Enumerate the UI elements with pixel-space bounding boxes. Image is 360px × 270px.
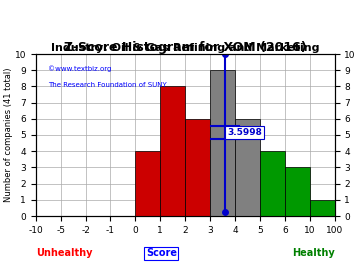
Text: Healthy: Healthy	[292, 248, 334, 258]
Title: Z-Score Histogram for XOM (2016): Z-Score Histogram for XOM (2016)	[64, 41, 306, 54]
Bar	[285, 167, 310, 216]
Y-axis label: Number of companies (41 total): Number of companies (41 total)	[4, 68, 13, 202]
Text: ©www.textbiz.org: ©www.textbiz.org	[48, 65, 111, 72]
Text: The Research Foundation of SUNY: The Research Foundation of SUNY	[48, 82, 166, 87]
Bar	[185, 119, 210, 216]
Bar	[260, 151, 285, 216]
Bar	[135, 151, 160, 216]
Text: Industry: Oil & Gas Refining and Marketing: Industry: Oil & Gas Refining and Marketi…	[51, 43, 319, 53]
Text: Score: Score	[146, 248, 177, 258]
Bar	[160, 86, 185, 216]
Text: 3.5998: 3.5998	[227, 128, 262, 137]
Text: Unhealthy: Unhealthy	[36, 248, 92, 258]
Bar	[310, 200, 334, 216]
Bar	[235, 119, 260, 216]
Bar	[210, 70, 235, 216]
